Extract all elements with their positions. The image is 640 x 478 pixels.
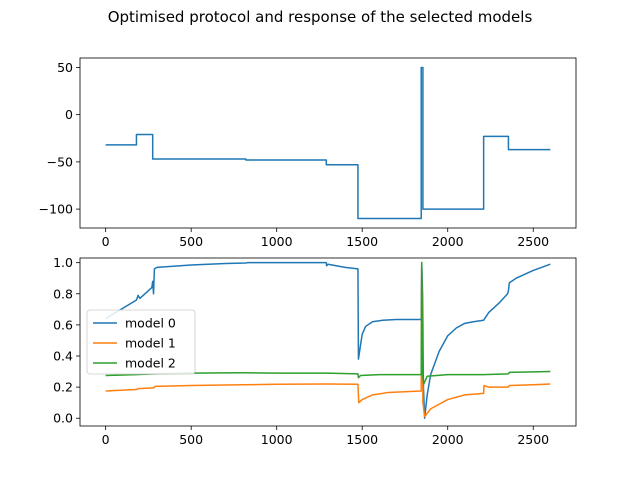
y-tick-label: 0 bbox=[65, 107, 73, 122]
x-tick-label: 0 bbox=[102, 234, 110, 249]
x-tick-label: 1000 bbox=[261, 234, 293, 249]
y-tick-label: −100 bbox=[39, 202, 73, 217]
series-line-protocol bbox=[105, 66, 551, 220]
x-tick-label: 500 bbox=[179, 234, 203, 249]
x-tick-label: 2000 bbox=[432, 432, 464, 447]
axes-frame bbox=[79, 57, 577, 229]
y-tick-label: 50 bbox=[57, 60, 73, 75]
series-line-model-1 bbox=[105, 261, 551, 418]
model-response-panel: 0 500 1000 1500 2000 2500 0.0 0.2 0.4 0.6 0.8 1.0 mo… bbox=[53, 255, 577, 447]
chart-title: Optimised protocol and response of the s… bbox=[108, 8, 533, 26]
x-tick-label: 2500 bbox=[517, 234, 549, 249]
legend-label: model 2 bbox=[125, 356, 176, 371]
x-tick-label: 0 bbox=[102, 432, 110, 447]
y-tick-label: 1.0 bbox=[53, 255, 73, 270]
x-tick-label: 500 bbox=[179, 432, 203, 447]
legend-box bbox=[86, 309, 196, 375]
y-tick-label: 0.8 bbox=[53, 286, 73, 301]
x-tick-label: 1500 bbox=[346, 234, 378, 249]
y-tick-label: 0.0 bbox=[53, 411, 73, 426]
series-line-model-0 bbox=[105, 261, 551, 419]
x-tick-label: 1000 bbox=[261, 432, 293, 447]
y-tick-label: 0.6 bbox=[53, 317, 73, 332]
series-line-model-2 bbox=[105, 261, 551, 385]
x-tick-label: 2500 bbox=[517, 432, 549, 447]
x-tick-label: 2000 bbox=[432, 234, 464, 249]
legend-label: model 1 bbox=[125, 336, 176, 351]
y-tick-label: −50 bbox=[47, 154, 73, 169]
axes-frame bbox=[79, 257, 577, 427]
y-tick-label: 0.4 bbox=[53, 349, 73, 364]
y-tick-label: 0.2 bbox=[53, 380, 73, 395]
x-tick-label: 1500 bbox=[346, 432, 378, 447]
legend: model 0 model 1 model 2 bbox=[86, 309, 196, 375]
legend-label: model 0 bbox=[125, 316, 176, 331]
